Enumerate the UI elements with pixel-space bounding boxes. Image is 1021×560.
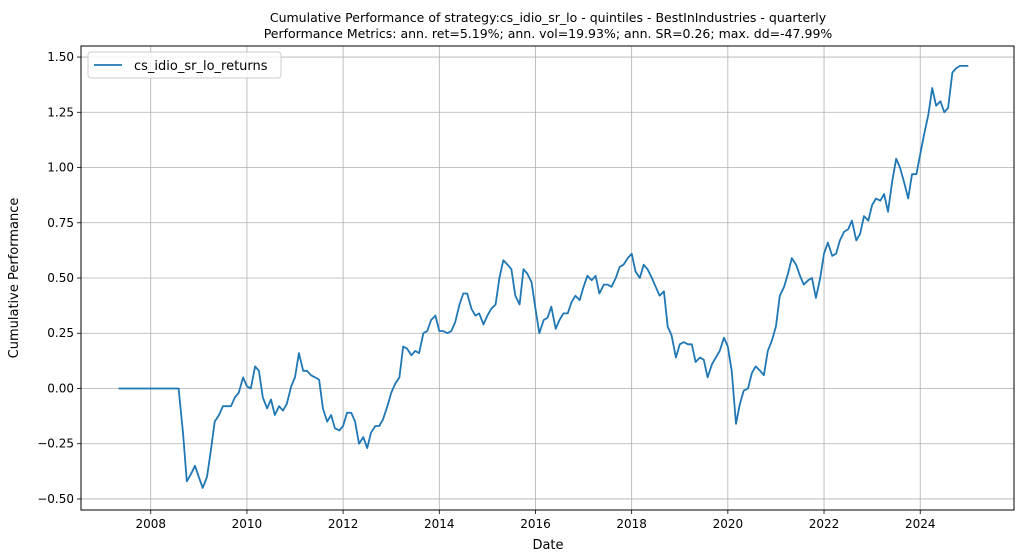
grid-lines bbox=[81, 46, 1014, 510]
x-tick-label: 2018 bbox=[616, 517, 647, 531]
series-layer bbox=[118, 65, 969, 489]
y-tick-label: 0.50 bbox=[47, 271, 74, 285]
chart-title: Cumulative Performance of strategy:cs_id… bbox=[270, 10, 827, 25]
y-tick-label: 0.00 bbox=[47, 381, 74, 395]
x-tick-label: 2016 bbox=[520, 517, 551, 531]
x-axis-label: Date bbox=[532, 538, 563, 553]
y-tick-label: 1.25 bbox=[47, 105, 74, 119]
chart-subtitle: Performance Metrics: ann. ret=5.19%; ann… bbox=[264, 26, 833, 41]
plot-frame bbox=[80, 45, 1015, 511]
y-axis-ticks: −0.50 −0.25 0.00 0.25 0.50 0.75 1.00 1.25 1.50 bbox=[37, 50, 81, 506]
legend-box bbox=[87, 51, 282, 79]
y-tick-label: 1.50 bbox=[47, 50, 74, 64]
x-tick-label: 2010 bbox=[232, 517, 263, 531]
y-tick-label: 0.75 bbox=[47, 216, 74, 230]
x-tick-label: 2014 bbox=[424, 517, 455, 531]
x-axis-ticks: 2008 2010 2012 2014 2016 2018 2020 2022 2024 bbox=[135, 510, 935, 531]
x-tick-label: 2024 bbox=[905, 517, 936, 531]
x-tick-label: 2008 bbox=[135, 517, 166, 531]
x-tick-label: 2012 bbox=[328, 517, 359, 531]
x-tick-label: 2022 bbox=[809, 517, 840, 531]
x-tick-label: 2020 bbox=[713, 517, 744, 531]
y-tick-label: −0.50 bbox=[37, 492, 74, 506]
legend-label: cs_idio_sr_lo_returns bbox=[134, 59, 268, 74]
y-tick-label: −0.25 bbox=[37, 437, 74, 451]
legend: cs_idio_sr_lo_returns bbox=[87, 51, 282, 79]
series-line bbox=[118, 65, 969, 489]
y-axis-label: Cumulative Performance bbox=[7, 198, 22, 359]
y-tick-label: 0.25 bbox=[47, 326, 74, 340]
y-tick-label: 1.00 bbox=[47, 161, 74, 175]
